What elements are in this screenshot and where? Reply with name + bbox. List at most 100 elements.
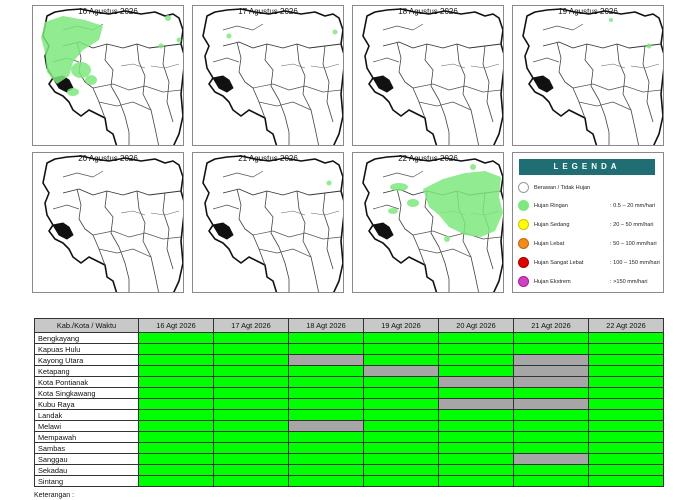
date-column-header: 19 Agt 2026 bbox=[363, 318, 439, 333]
rain-cell bbox=[513, 475, 589, 487]
rain-cell bbox=[588, 332, 664, 344]
rain-cell bbox=[138, 376, 214, 388]
legend-item-light-rain: Hujan Ringan : 0.5 – 20 mm/hari bbox=[518, 200, 663, 214]
rain-cell bbox=[588, 453, 664, 465]
rain-cell bbox=[213, 409, 289, 421]
rainfall-map bbox=[362, 8, 503, 145]
legend-swatch bbox=[518, 219, 529, 230]
rain-cell bbox=[438, 442, 514, 454]
rain-cell bbox=[513, 464, 589, 476]
region-name: Kota Singkawang bbox=[34, 387, 139, 399]
rain-cell bbox=[588, 420, 664, 432]
region-name: Sambas bbox=[34, 442, 139, 454]
rain-cell bbox=[363, 409, 439, 421]
legend-label: Hujan Ringan bbox=[534, 203, 568, 209]
rain-cell bbox=[213, 398, 289, 410]
rain-cell bbox=[138, 431, 214, 443]
legend-swatch bbox=[518, 257, 529, 268]
rain-cell bbox=[438, 387, 514, 399]
no-rain-cell bbox=[288, 420, 364, 432]
no-rain-cell bbox=[513, 398, 589, 410]
rain-cell bbox=[213, 365, 289, 377]
table-row: Mempawah bbox=[34, 431, 664, 443]
rain-cell bbox=[213, 354, 289, 366]
rain-cell bbox=[513, 442, 589, 454]
table-row: Kota Singkawang bbox=[34, 387, 664, 399]
rain-cell bbox=[288, 332, 364, 344]
rain-cell bbox=[288, 376, 364, 388]
rain-cell bbox=[363, 398, 439, 410]
legend-title: LEGENDA bbox=[519, 159, 655, 175]
rain-cell bbox=[588, 365, 664, 377]
rain-cell bbox=[138, 442, 214, 454]
rain-cell bbox=[363, 442, 439, 454]
no-rain-cell bbox=[513, 354, 589, 366]
map-panel-day7: 22 Agustus 2026 bbox=[352, 152, 504, 293]
table-row: Melawi bbox=[34, 420, 664, 432]
date-column-header: 18 Agt 2026 bbox=[288, 318, 364, 333]
legend-swatch bbox=[518, 200, 529, 211]
rain-cell bbox=[288, 387, 364, 399]
rain-cell bbox=[138, 365, 214, 377]
rainfall-map bbox=[202, 8, 343, 145]
rain-cell bbox=[588, 475, 664, 487]
date-column-header: 20 Agt 2026 bbox=[438, 318, 514, 333]
legend-item-very-heavy-rain: Hujan Sangat Lebat : 100 – 150 mm/hari bbox=[518, 257, 663, 271]
rain-cell bbox=[513, 420, 589, 432]
rain-cell bbox=[363, 464, 439, 476]
region-name: Landak bbox=[34, 409, 139, 421]
map-date-label: 19 Agustus 2026 bbox=[558, 7, 618, 16]
no-rain-cell bbox=[513, 376, 589, 388]
legend-label: Hujan Ekstrem bbox=[534, 279, 571, 285]
date-column-header: 22 Agt 2026 bbox=[588, 318, 664, 333]
rain-cell bbox=[438, 464, 514, 476]
rain-cell bbox=[288, 398, 364, 410]
rain-cell bbox=[138, 354, 214, 366]
rain-cell bbox=[213, 387, 289, 399]
rain-cell bbox=[588, 398, 664, 410]
rain-cell bbox=[363, 332, 439, 344]
rain-cell bbox=[438, 332, 514, 344]
rain-cell bbox=[363, 387, 439, 399]
map-date-label: 17 Agustus 2026 bbox=[238, 7, 298, 16]
rain-cell bbox=[363, 343, 439, 355]
rain-cell bbox=[438, 409, 514, 421]
table-row: Kota Pontianak bbox=[34, 376, 664, 388]
legend-panel: LEGENDA Berawan / Tidak Hujan Hujan Ring… bbox=[512, 152, 664, 293]
rain-cell bbox=[363, 431, 439, 443]
rain-cell bbox=[138, 453, 214, 465]
map-date-label: 20 Agustus 2026 bbox=[78, 154, 138, 163]
rainfall-map bbox=[362, 155, 503, 292]
rain-cell bbox=[438, 365, 514, 377]
rain-cell bbox=[213, 420, 289, 432]
legend-swatch bbox=[518, 276, 529, 287]
table-body: Bengkayang Kapuas Hulu Kayong Utara Ketapan… bbox=[34, 332, 664, 487]
rain-cell bbox=[138, 387, 214, 399]
legend-range: : >150 mm/hari bbox=[610, 279, 648, 285]
rain-cell bbox=[513, 431, 589, 443]
rain-cell bbox=[363, 453, 439, 465]
map-date-label: 16 Agustus 2026 bbox=[78, 7, 138, 16]
rain-cell bbox=[438, 475, 514, 487]
rain-cell bbox=[363, 420, 439, 432]
rain-cell bbox=[513, 409, 589, 421]
rainfall-map bbox=[42, 155, 183, 292]
rain-cell bbox=[213, 343, 289, 355]
rain-cell bbox=[438, 420, 514, 432]
rain-cell bbox=[138, 409, 214, 421]
legend-range: : 50 – 100 mm/hari bbox=[610, 241, 657, 247]
rain-cell bbox=[513, 332, 589, 344]
no-rain-cell bbox=[513, 453, 589, 465]
table-row: Sekadau bbox=[34, 464, 664, 476]
table-note: Keterangan : bbox=[34, 492, 75, 499]
legend-range: : 0.5 – 20 mm/hari bbox=[610, 203, 656, 209]
rain-cell bbox=[588, 442, 664, 454]
no-rain-cell bbox=[363, 365, 439, 377]
rain-cell bbox=[213, 464, 289, 476]
table-row: Sanggau bbox=[34, 453, 664, 465]
table-row: Sambas bbox=[34, 442, 664, 454]
rain-cell bbox=[213, 332, 289, 344]
rain-cell bbox=[138, 332, 214, 344]
rain-cell bbox=[438, 431, 514, 443]
region-name: Sanggau bbox=[34, 453, 139, 465]
